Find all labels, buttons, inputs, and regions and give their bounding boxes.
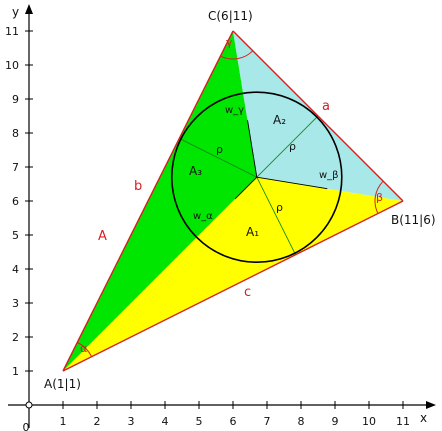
bisector-w-alpha	[234, 176, 258, 200]
rho-label-b: ρ	[216, 143, 223, 156]
side-b-label: b	[134, 179, 142, 194]
y-axis-name: y	[12, 5, 19, 19]
y-tick-label-11: 11	[5, 25, 19, 38]
y-tick-label-2: 2	[12, 331, 19, 344]
radius-to-side-a	[256, 115, 319, 178]
side-c-label: c	[244, 285, 251, 300]
x-tick-label-2: 2	[94, 415, 101, 428]
x-tick-label-11: 11	[396, 415, 410, 428]
side-a-label: a	[322, 99, 330, 114]
y-tick-label-3: 3	[12, 297, 19, 310]
w-beta-label: w_β	[319, 170, 339, 181]
incircle	[170, 91, 343, 263]
x-tick-label-9: 9	[332, 415, 339, 428]
y-tick-label-10: 10	[5, 59, 19, 72]
side-b	[62, 30, 234, 372]
x-tick-label-4: 4	[162, 415, 169, 428]
rho-label-a: ρ	[289, 140, 296, 153]
triangle-area-label: A	[98, 229, 107, 244]
y-axis-arrow	[25, 4, 33, 14]
y-tick-label-5: 5	[12, 229, 19, 242]
subtriangle-a3-green	[63, 31, 257, 371]
x-tick-label-10: 10	[362, 415, 376, 428]
x-tick-label-6: 6	[230, 415, 237, 428]
bisector-w-gamma	[247, 120, 258, 178]
vertex-b-label: B(11|6)	[391, 213, 436, 227]
subtriangle-a1-yellow	[63, 177, 403, 371]
y-tick-label-4: 4	[12, 263, 19, 276]
w-alpha-label: w_α	[193, 211, 213, 222]
y-tick-label-1: 1	[12, 365, 19, 378]
x-axis-name: x	[420, 411, 427, 425]
angle-arc-gamma	[220, 50, 254, 60]
y-tick-label-7: 7	[12, 161, 19, 174]
x-tick-label-7: 7	[264, 415, 271, 428]
radius-to-side-c	[256, 176, 296, 255]
origin-label: 0	[23, 421, 30, 431]
x-tick-label-8: 8	[298, 415, 305, 428]
origin-marker	[25, 401, 33, 409]
x-tick-label-5: 5	[196, 415, 203, 428]
x-tick-label-3: 3	[128, 415, 135, 428]
area-a2-label: A₂	[273, 113, 286, 127]
y-axis: 1 2 3 4 5 6 7 8 9 10 11 y	[5, 4, 33, 428]
angle-arc-beta	[374, 180, 384, 214]
w-gamma-label: w_γ	[225, 105, 244, 116]
x-tick-label-1: 1	[60, 415, 67, 428]
y-tick-label-9: 9	[12, 93, 19, 106]
side-c	[62, 200, 404, 372]
x-axis-arrow	[426, 401, 436, 409]
area-a3-label: A₃	[189, 164, 202, 178]
area-a1-label: A₁	[246, 225, 259, 239]
y-tick-label-8: 8	[12, 127, 19, 140]
alpha-label: α	[80, 342, 87, 355]
rho-label-c: ρ	[276, 201, 283, 214]
beta-label: β	[376, 191, 383, 204]
vertex-a-label: A(1|1)	[44, 377, 81, 391]
radius-to-side-b	[179, 138, 258, 178]
angle-arc-alpha	[77, 341, 93, 357]
bisector-w-beta	[256, 176, 328, 190]
vertex-c-label: C(6|11)	[208, 9, 253, 23]
side-a	[232, 30, 404, 202]
x-axis: 1 2 3 4 5 6 7 8 9 10 11 x	[8, 401, 436, 428]
gamma-label: γ	[226, 36, 233, 49]
y-tick-label-6: 6	[12, 195, 19, 208]
